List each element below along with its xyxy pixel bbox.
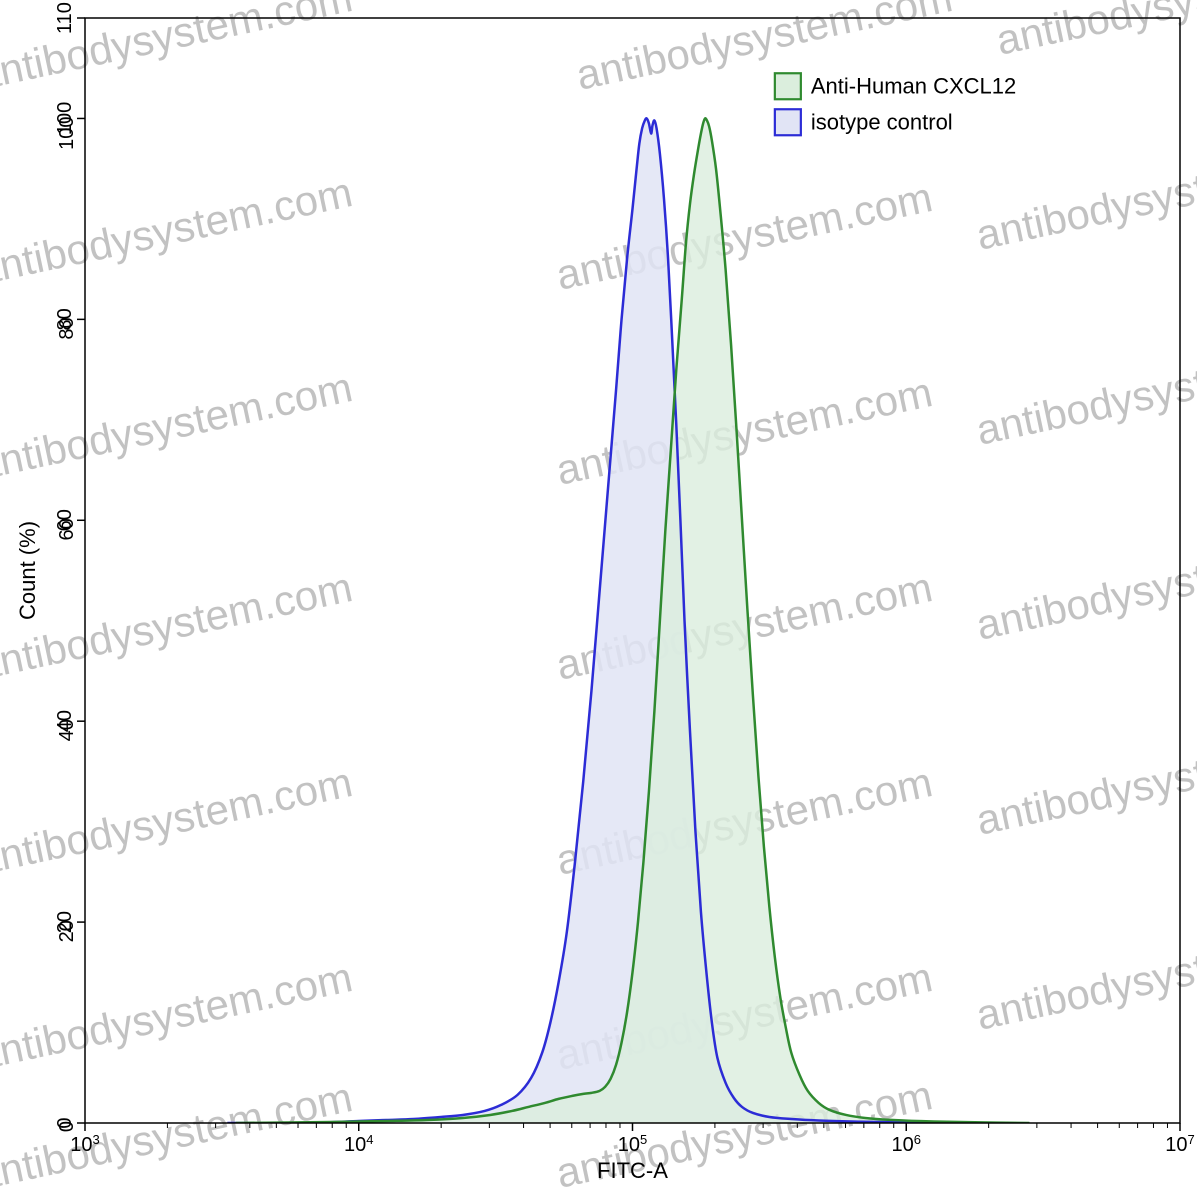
legend-swatch [775, 109, 801, 135]
y-tick-label: 40 [54, 710, 76, 732]
chart-svg: antibodysystem.comantibodysystem.comanti… [0, 0, 1197, 1193]
y-axis-title: Count (%) [15, 521, 40, 620]
y-tick-label: 100 [54, 102, 76, 135]
y-tick-label: 110 [54, 2, 76, 34]
flow-cytometry-chart: antibodysystem.comantibodysystem.comanti… [0, 0, 1197, 1193]
legend-label: Anti-Human CXCL12 [811, 74, 1016, 99]
y-tick-label: 20 [54, 911, 76, 933]
y-tick-label: 60 [54, 509, 76, 531]
legend-swatch [775, 73, 801, 99]
y-tick-label: 0 [54, 1117, 76, 1128]
legend-label: isotype control [811, 110, 953, 135]
y-tick-label: 80 [54, 308, 76, 330]
x-axis-title: FITC-A [597, 1158, 668, 1183]
